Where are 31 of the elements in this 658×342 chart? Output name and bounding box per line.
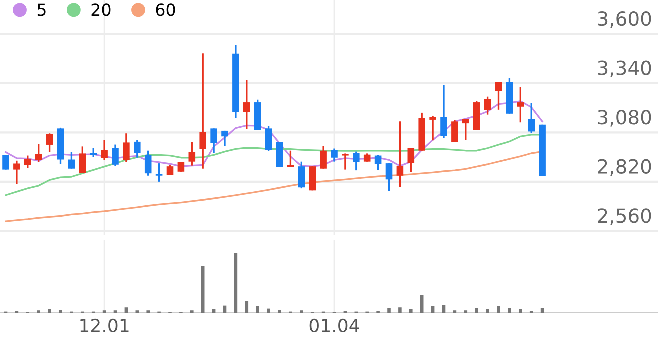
bar — [267, 308, 270, 313]
bar — [388, 308, 391, 313]
legend-label: 20 — [92, 4, 111, 16]
x-tick-label: 01.04 — [310, 318, 360, 333]
legend-label: 60 — [156, 4, 176, 16]
bar — [540, 308, 544, 313]
bar — [278, 310, 282, 313]
bar — [497, 306, 500, 313]
bar — [410, 309, 413, 313]
bar — [508, 308, 512, 313]
bar — [124, 308, 128, 313]
bar — [59, 310, 62, 313]
bar — [234, 253, 238, 313]
bar — [201, 266, 205, 313]
y-tick-label: 3,600 — [598, 11, 652, 28]
y-tick-label: 2,560 — [598, 208, 652, 226]
bar — [398, 308, 402, 313]
y-tick-label: 3,340 — [598, 60, 652, 78]
bar — [475, 308, 478, 313]
x-tick-label: 12.01 — [80, 318, 129, 333]
bar — [420, 295, 424, 313]
bar — [442, 305, 446, 313]
bar — [256, 306, 260, 313]
y-tick-label: 3,080 — [598, 110, 652, 127]
bar — [245, 301, 249, 313]
bar — [486, 309, 490, 313]
bar — [431, 306, 435, 313]
bar — [519, 309, 522, 313]
legend-label: 5 — [38, 4, 46, 16]
bar — [48, 309, 52, 313]
y-tick-label: 2,820 — [598, 159, 652, 176]
